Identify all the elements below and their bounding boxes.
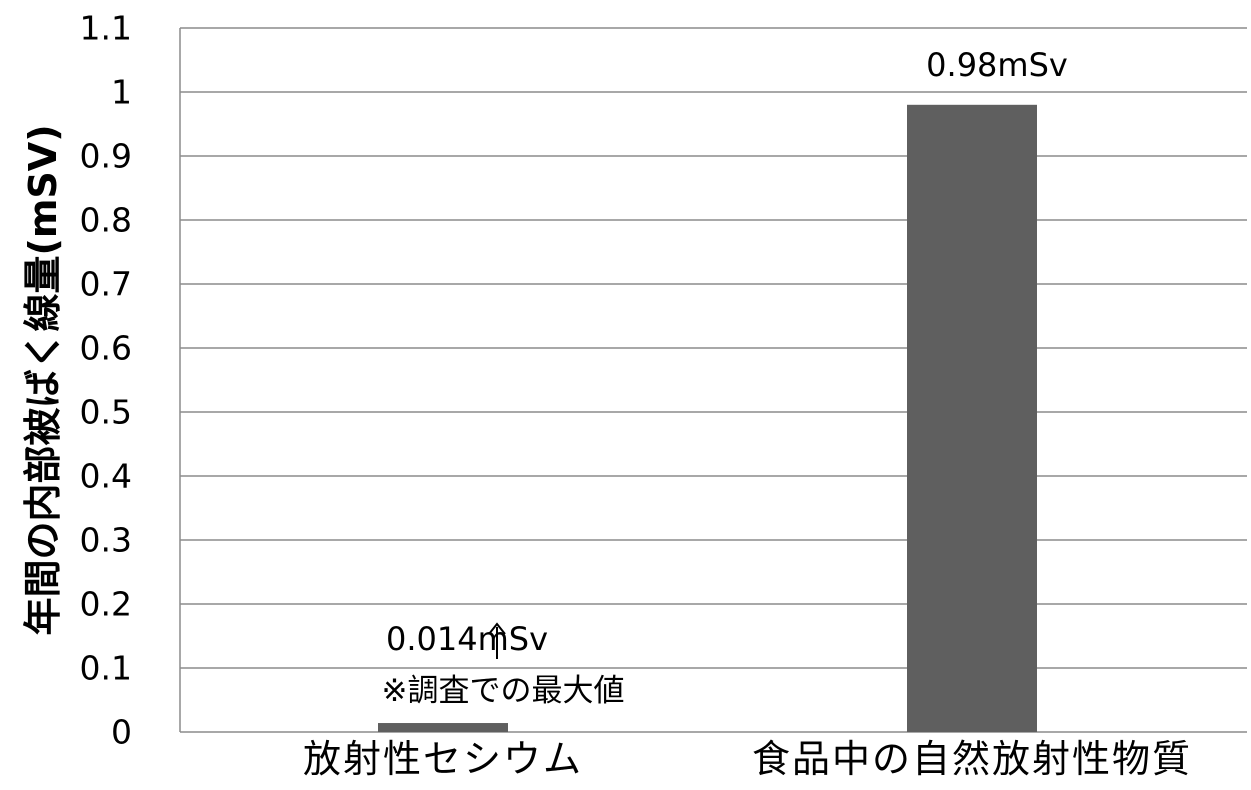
y-tick-label: 0.5 (80, 393, 132, 432)
bar (378, 723, 508, 732)
y-tick-label: 1.1 (80, 9, 132, 48)
labels: 0 0.1 0.2 0.3 0.4 0.5 0.6 0.7 0.8 0.9 1 1.1 放射性セシウム 食… (21, 9, 1192, 782)
y-tick-label: 0.9 (80, 137, 132, 176)
annotation-note: ※調査での最大値 (382, 673, 625, 709)
y-tick-label: 0 (111, 713, 132, 752)
y-tick-label: 1 (111, 73, 132, 112)
y-axis-title: 年間の内部被ばく線量(mSV) (21, 124, 65, 635)
data-label: 0.98mSv (926, 46, 1068, 84)
bar (907, 104, 1037, 733)
y-tick-label: 0.4 (80, 457, 132, 496)
x-category-label: 放射性セシウム (303, 737, 583, 781)
data-label: 0.014mSv (386, 620, 548, 658)
y-tick-label: 0.8 (80, 201, 132, 240)
y-tick-label: 0.3 (80, 521, 132, 560)
x-category-label: 食品中の自然放射性物質 (752, 737, 1192, 781)
axes (179, 28, 1247, 733)
annotation-arrowhead (488, 622, 506, 635)
gridlines (180, 27, 1247, 669)
y-tick-label: 0.6 (80, 329, 132, 368)
y-tick-label: 0.1 (80, 649, 132, 688)
y-tick-label: 0.7 (80, 265, 132, 304)
y-tick-label: 0.2 (80, 585, 132, 624)
bars (378, 104, 1037, 733)
